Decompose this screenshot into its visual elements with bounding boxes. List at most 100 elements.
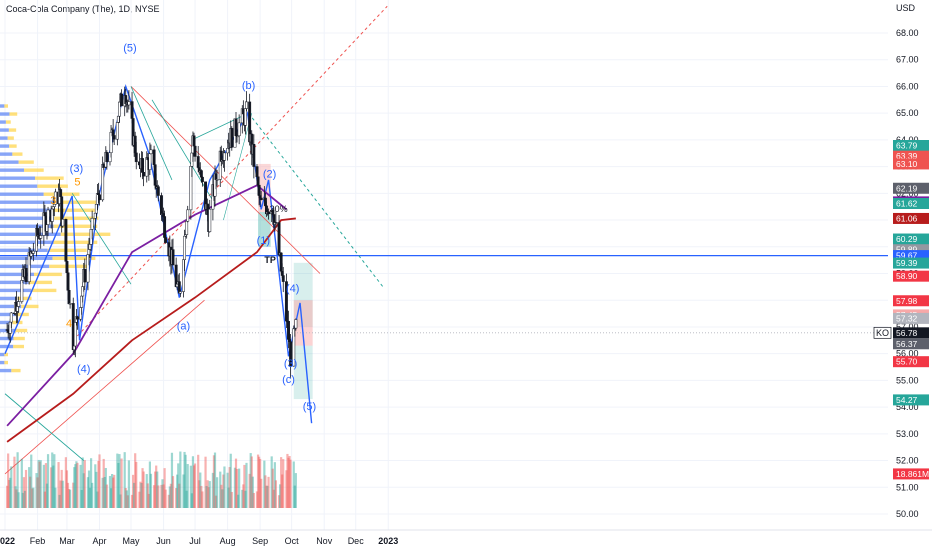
volume-bar [82,473,85,508]
price-axis[interactable]: USD68.0067.0066.0065.0064.0063.0062.0061… [873,0,932,550]
profile-bar [9,112,18,116]
symbol-tag [873,326,892,339]
volume-bar [179,451,182,508]
volume-bar [13,456,16,508]
volume-bar [270,456,273,508]
volume-bar [10,466,13,508]
profile-bar [0,360,5,365]
volume-bar [234,458,238,508]
profile-bar [12,152,23,156]
volume-bar [96,491,99,508]
price-tag [893,295,929,307]
volume-bar [17,492,20,508]
volume-bar [116,453,119,508]
price-tick: 57.00 [896,322,919,332]
volume-bar [22,477,25,508]
price-tag-text: 56.78 [896,328,918,338]
profile-bar [54,216,99,220]
volume-bar [251,476,254,508]
price-tick: 53.00 [896,429,919,439]
wave-label: 5 [74,176,80,188]
volume-bar [31,488,34,508]
price-tick: 68.00 [896,28,919,38]
volume-bar [53,454,56,508]
extended-trend [72,5,388,341]
candle-body [142,172,146,177]
volume-bar [265,485,268,508]
profile-bar [14,328,28,333]
volume-bar [52,465,55,508]
price-tag-text: 63.10 [896,159,918,169]
price-tag [893,182,929,194]
wave-label: (b) [242,80,255,92]
volume-bar [294,473,297,508]
volume-bar [201,491,204,508]
volume-bar [289,459,292,508]
price-tick: 55.00 [896,375,919,385]
volume-bar [292,461,295,508]
time-tick: Jun [156,536,171,546]
volume-bar [9,477,12,508]
ma-maroon [6,217,296,443]
volume-bar [228,467,231,508]
price-tag-text: 59.89 [896,245,918,255]
candle-body [127,101,131,106]
volume-bar [185,490,188,508]
price-axis-currency: USD [896,3,916,13]
volume-bar [189,465,192,508]
profile-bar [13,336,25,341]
profile-bar [0,312,16,317]
wave-label: (a) [177,321,190,333]
profile-bar [49,264,90,269]
candle-body [46,209,50,225]
volume-bar [149,473,153,508]
profile-bar [0,320,13,325]
volume-bar [233,467,237,508]
volume-bar [146,483,149,508]
wave-labels: (5) (b) (3) (2) (1) (4) (a) (4) (3) (c) (5) 5 3 4 TP 30… [50,43,316,413]
candle-body [156,186,160,196]
volume-bar [212,455,216,508]
volume-bar [75,461,78,508]
candle-body [230,128,234,148]
profile-bar [21,304,39,309]
volume-bar [29,476,32,508]
volume-bar [208,481,211,508]
volume-bar [111,474,114,508]
volume-bar [191,456,195,508]
volume-bar [271,468,274,508]
volume-bar [160,484,163,508]
volume-bar [147,493,150,508]
wave-label: (3) [70,163,83,175]
volume-bar [161,479,164,508]
volume-bar [280,457,283,508]
price-tag-text: 61.06 [896,213,918,223]
volume-bar [81,457,84,508]
volume-bar [69,489,72,508]
volume-bar [243,464,246,508]
volume-bar [204,456,207,508]
time-tick: Oct [285,536,300,546]
profile-bar [0,136,8,140]
volume-bar [226,472,229,508]
volume-bar [252,492,255,508]
volume-bar [105,484,108,508]
volume-bar [60,469,63,508]
candle-body [98,194,101,201]
volume-bar [7,453,10,508]
volume-bar [199,472,202,508]
volume-bar [139,481,142,508]
candle-body [215,179,219,181]
candle-body [200,176,204,183]
price-tag [893,140,929,152]
price-tag [893,158,929,170]
volume-bar [87,470,91,508]
candle-body [245,101,248,109]
profile-bar [11,368,21,373]
candle-body [83,269,87,283]
time-axis[interactable]: 2022 Feb Mar Apr May Jun Jul Aug Sep Oct Nov Dec 202… [0,529,932,550]
profile-bar [37,184,68,188]
volume-bar [286,453,289,508]
volume-bar [259,458,262,508]
